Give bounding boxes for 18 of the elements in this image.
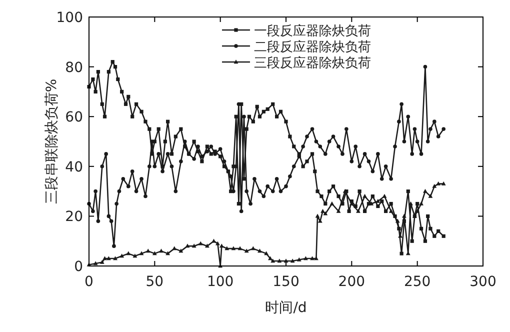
legend-label: 三段反应器除炔负荷	[254, 55, 371, 71]
x-tick-label: 150	[272, 274, 300, 290]
x-tick-label: 250	[404, 274, 431, 290]
x-axis-title: 时间/d	[265, 300, 307, 316]
x-tick-label: 300	[470, 274, 496, 290]
x-tick-label: 200	[338, 274, 366, 290]
y-tick-label: 100	[56, 10, 83, 26]
y-tick-label: 0	[74, 259, 83, 275]
legend-label: 二段反应器除炔负荷	[254, 39, 371, 55]
y-tick-label: 20	[65, 209, 83, 226]
x-tick-label: 100	[206, 274, 234, 290]
x-tick-label: 50	[146, 274, 164, 290]
legend-label: 一段反应器除炔负荷	[254, 23, 371, 39]
y-tick-label: 80	[65, 60, 83, 76]
y-axis-title: 三段串联除炔负荷%	[44, 78, 60, 204]
y-tick-label: 60	[65, 110, 83, 126]
x-tick-label: 0	[84, 274, 94, 290]
y-tick-label: 40	[65, 159, 83, 176]
